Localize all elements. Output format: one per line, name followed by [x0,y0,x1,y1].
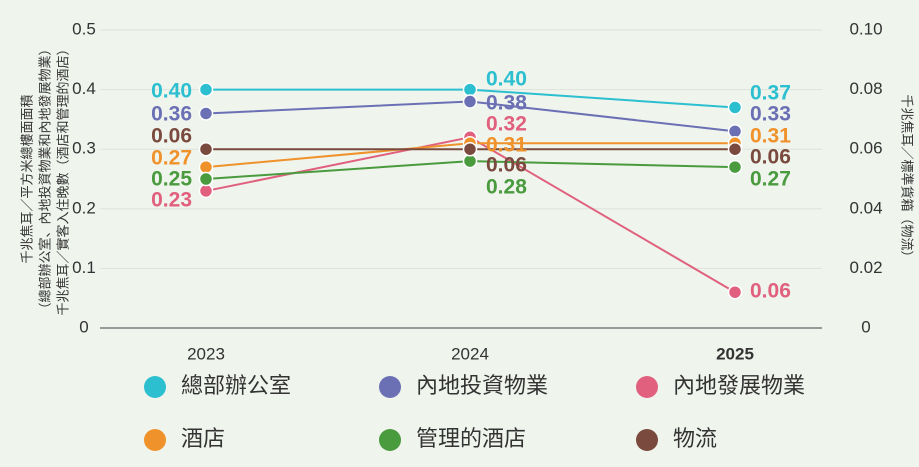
data-label: 0.33 [750,103,791,126]
data-label: 0.25 [151,168,192,191]
data-label: 0.40 [486,68,527,91]
data-label: 0.37 [750,82,791,105]
legend-label: 酒店 [181,427,225,452]
data-label: 0.06 [750,146,791,169]
y-tick-label: 0 [79,317,88,336]
data-label: 0.28 [486,176,527,199]
data-label: 0.23 [151,189,192,212]
y-tick-label: 0.1 [72,258,96,277]
legend-marker [144,429,166,451]
data-label: 0.32 [486,113,527,136]
data-point [727,124,743,139]
data-point [198,82,214,97]
data-point [462,94,478,109]
y2-axis-label: 千兆焦耳／標準貨箱（物流） [899,94,915,263]
data-label: 0.06 [750,280,791,303]
y-axis-label: 千兆焦耳／實客入住晚數（酒店和管理的酒店） [56,42,72,315]
legend-label: 內地投資物業 [416,374,548,399]
y-tick-label: 0.4 [72,79,96,98]
data-point [727,141,743,157]
data-point [462,82,478,97]
y2-tick-label: 0.10 [849,19,882,38]
data-label: 0.31 [486,134,527,157]
legend-marker [379,429,401,451]
y2-tick-label: 0.08 [849,79,882,98]
legend-label: 物流 [673,427,717,452]
y-axis-label: （總部辦公室、內地投資物業和內地發展物業） [38,42,54,315]
data-label: 0.06 [151,125,192,148]
data-point [462,153,478,169]
data-label: 0.27 [151,147,192,170]
legend-marker [144,376,166,398]
data-point [198,183,214,199]
data-point [198,171,214,187]
y-tick-label: 0.3 [72,139,96,158]
data-label: 0.36 [151,103,192,126]
legend-marker [636,429,658,451]
data-point [198,106,214,121]
data-label: 0.38 [486,92,527,115]
data-point [727,284,743,300]
data-point [462,141,478,157]
legend-label: 總部辦公室 [181,374,291,399]
data-point [198,159,214,175]
y2-tick-label: 0.02 [849,258,882,277]
y-axis-label: 千兆焦耳／平方米總樓面面積 [20,94,36,263]
data-label: 0.06 [486,154,527,177]
y2-tick-label: 0.04 [849,198,882,217]
data-point [727,100,743,115]
x-tick-label: 2025 [716,344,754,363]
y2-tick-label: 0.06 [849,139,882,158]
data-label: 0.31 [750,125,791,148]
y-tick-label: 0.5 [72,19,96,38]
legend-label: 內地發展物業 [673,374,805,399]
data-point [727,159,743,175]
legend-marker [636,376,658,398]
y2-tick-label: 0 [861,317,870,336]
data-label: 0.27 [750,168,791,191]
x-tick-label: 2023 [187,344,225,363]
data-label: 0.40 [151,80,192,103]
y-tick-label: 0.2 [72,198,96,217]
legend-label: 管理的酒店 [416,427,526,452]
x-tick-label: 2024 [451,344,489,363]
legend-marker [379,376,401,398]
data-point [198,141,214,157]
